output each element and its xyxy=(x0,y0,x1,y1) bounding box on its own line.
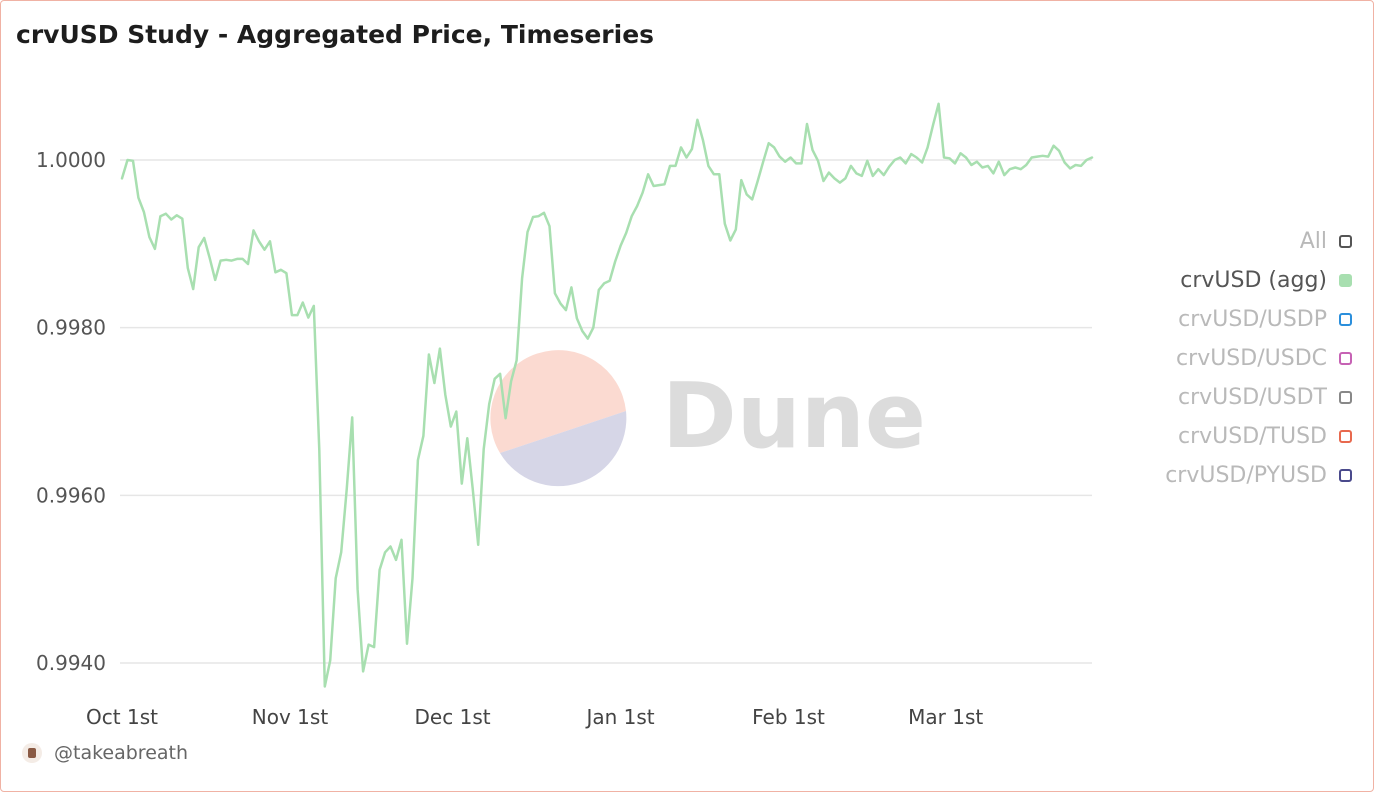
legend-label: crvUSD/USDP xyxy=(1178,307,1327,332)
legend-swatch-icon xyxy=(1339,391,1352,404)
watermark-logo-bottom xyxy=(500,411,627,487)
y-tick-label: 1.0000 xyxy=(36,148,106,172)
legend-item[interactable]: crvUSD/USDT xyxy=(1165,378,1352,417)
legend-item[interactable]: crvUSD/USDP xyxy=(1165,300,1352,339)
legend-label: crvUSD/TUSD xyxy=(1177,424,1327,449)
legend-label: crvUSD/USDT xyxy=(1177,385,1327,410)
series-layer xyxy=(120,102,1094,688)
series-line xyxy=(120,102,1094,688)
y-axis: 0.9940 0.9960 0.9980 1.0000 xyxy=(36,148,106,675)
watermark-text: Dune xyxy=(662,364,926,469)
x-tick-label: Mar 1st xyxy=(908,705,983,729)
author-credit[interactable]: @takeabreath xyxy=(22,742,188,764)
legend-item[interactable]: crvUSD/TUSD xyxy=(1165,417,1352,456)
y-tick-label: 0.9980 xyxy=(36,316,106,340)
author-handle: @takeabreath xyxy=(54,742,189,764)
legend-swatch-icon xyxy=(1339,430,1352,443)
x-tick-label: Feb 1st xyxy=(752,705,825,729)
legend-label: crvUSD (agg) xyxy=(1180,268,1327,293)
legend-label: crvUSD/USDC xyxy=(1176,346,1327,371)
y-tick-label: 0.9960 xyxy=(36,483,106,507)
x-tick-label: Nov 1st xyxy=(252,705,329,729)
x-tick-label: Jan 1st xyxy=(584,705,654,729)
watermark-logo-top xyxy=(490,350,626,453)
legend-label: crvUSD/PYUSD xyxy=(1165,463,1327,488)
legend-swatch-icon xyxy=(1339,313,1352,326)
x-tick-label: Oct 1st xyxy=(86,705,158,729)
x-axis: Oct 1st Nov 1st Dec 1st Jan 1st Feb 1st Mar 1… xyxy=(86,705,983,729)
legend-item[interactable]: crvUSD/USDC xyxy=(1165,339,1352,378)
x-tick-label: Dec 1st xyxy=(415,705,491,729)
grid-lines xyxy=(120,159,1092,664)
legend-swatch-icon xyxy=(1339,235,1352,248)
avatar-icon xyxy=(22,743,42,763)
dune-watermark: Dune xyxy=(490,350,926,487)
legend-swatch-icon xyxy=(1339,274,1352,287)
chart-title: crvUSD Study - Aggregated Price, Timeser… xyxy=(16,20,655,49)
legend-item[interactable]: crvUSD/PYUSD xyxy=(1165,456,1352,495)
legend: All crvUSD (agg) crvUSD/USDP crvUSD/USDC crv… xyxy=(1165,222,1352,495)
legend-item[interactable]: All xyxy=(1165,222,1352,261)
legend-swatch-icon xyxy=(1339,352,1352,365)
legend-swatch-icon xyxy=(1339,469,1352,482)
y-tick-label: 0.9940 xyxy=(36,651,106,675)
legend-label: All xyxy=(1299,229,1327,254)
legend-item[interactable]: crvUSD (agg) xyxy=(1165,261,1352,300)
